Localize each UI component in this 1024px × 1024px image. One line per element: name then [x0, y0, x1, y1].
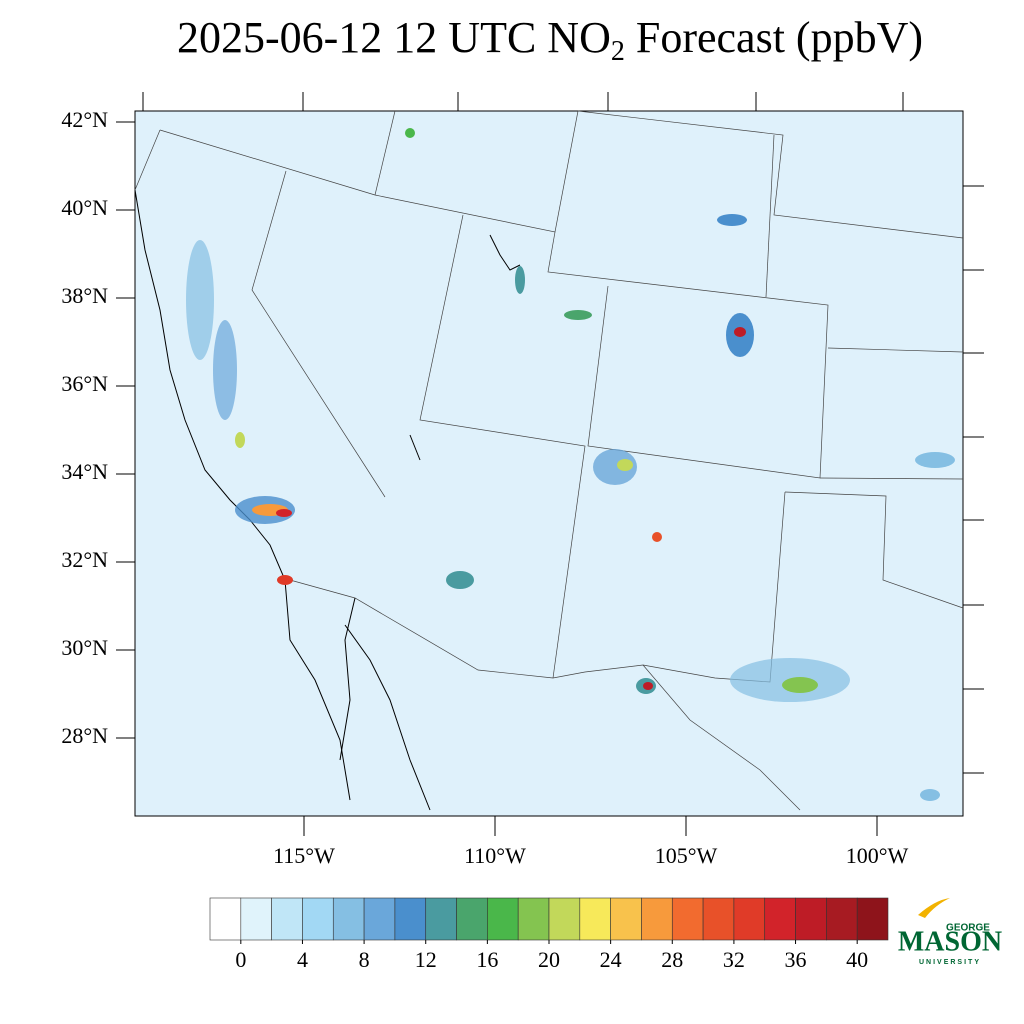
colorbar-box: [610, 897, 642, 941]
colorbar-label: 28: [661, 947, 683, 972]
logo-bottom: UNIVERSITY: [919, 959, 981, 966]
colorbar-label: 40: [846, 947, 868, 972]
lon-label: 115°W: [273, 843, 335, 868]
lat-label: 38°N: [61, 283, 108, 308]
colorbar-label: 0: [235, 947, 246, 972]
colorbar-box: [733, 897, 766, 941]
frame-ticks: [142, 92, 984, 774]
colorbar-label: 16: [476, 947, 498, 972]
colorbar-label: 24: [600, 947, 622, 972]
logo: GEORGE MASON UNIVERSITY: [898, 898, 1002, 966]
plumes: [186, 128, 955, 801]
lon-label: 110°W: [464, 843, 526, 868]
colorbar-label: 4: [297, 947, 308, 972]
colorbar-box: [456, 897, 488, 941]
colorbar-box: [671, 897, 704, 941]
title-text: 2025-06-12 12 UTC NO: [177, 13, 611, 62]
title-text: Forecast (ppbV): [624, 13, 923, 62]
logo-main: MASON: [898, 926, 1002, 957]
lat-label: 28°N: [61, 723, 108, 748]
colorbar-box: [271, 897, 303, 941]
logo-top: GEORGE: [946, 923, 990, 934]
colorbar-box: [826, 897, 858, 941]
lon-label: 100°W: [846, 843, 909, 868]
colorbar-box: [425, 897, 457, 941]
colorbar-box: [363, 897, 396, 941]
title: 2025-06-12 12 UTC NO2 Forecast (ppbV): [0, 12, 1024, 66]
colorbar-box: [548, 897, 581, 941]
colorbar-box: [641, 897, 673, 941]
colorbar-box: [302, 897, 334, 941]
lat-label: 40°N: [61, 195, 108, 220]
colorbar-box: [487, 897, 519, 941]
colorbar-box: [795, 897, 827, 941]
title-subscript: 2: [610, 36, 625, 67]
map-frame: [134, 110, 964, 817]
colorbar-label: 20: [538, 947, 560, 972]
colorbar-box: [579, 897, 611, 941]
colorbar-box: [332, 897, 365, 941]
lat-label: 42°N: [61, 107, 108, 132]
colorbar-label: 36: [785, 947, 807, 972]
colorbar-box: [517, 897, 550, 941]
colorbar-box: [764, 897, 796, 941]
colorbar-box: [209, 897, 242, 941]
lat-label: 36°N: [61, 371, 108, 396]
lon-label: 105°W: [655, 843, 718, 868]
lat-label: 30°N: [61, 635, 108, 660]
colorbar-label: 12: [415, 947, 437, 972]
lat-label: 32°N: [61, 547, 108, 572]
colorbar-box: [394, 897, 427, 941]
colorbar-box: [856, 897, 889, 941]
colorbar-label: 32: [723, 947, 745, 972]
colorbar-box: [702, 897, 735, 941]
lat-label: 34°N: [61, 459, 108, 484]
colorbar-box: [240, 897, 272, 941]
colorbar-label: 8: [359, 947, 370, 972]
